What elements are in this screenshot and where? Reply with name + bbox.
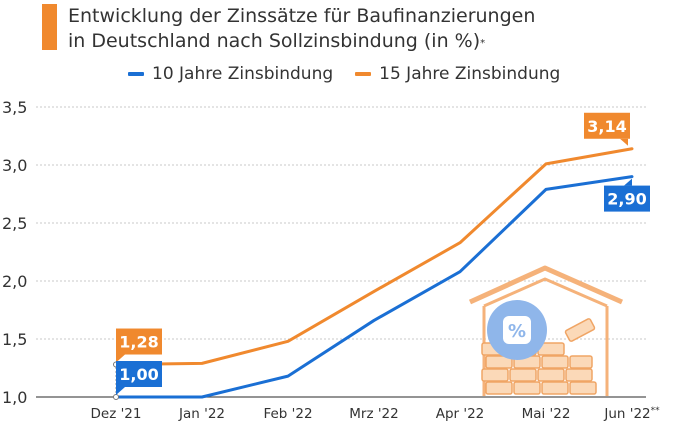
legend-label-15-jahre: 15 Jahre Zinsbindung [379,64,561,84]
x-axis-tick-labels: Dez '21 Jan '22 Feb '22 Mrz '22 Apr '22 Mai '… [91,406,661,422]
start-point-marker [113,394,119,400]
legend-label-10-jahre: 10 Jahre Zinsbindung [152,64,334,84]
data-label-pointer [116,354,125,363]
house-percent-icon: % [468,265,624,396]
series-lines [113,147,634,400]
legend-swatch-15-jahre [355,72,372,76]
data-label-box [584,112,630,139]
legend-item-10-jahre: 10 Jahre Zinsbindung [128,64,333,84]
data-label: 3,14 [587,117,626,136]
y-axis-tick-labels: 1,0 1,5 2,0 2,5 3,0 3,5 [2,98,27,407]
house-roof-inner [483,277,608,308]
x-tick-label: Mai '22 [522,406,571,422]
chart-title-footnote-mark: * [480,38,486,49]
x-tick-label: Dez '21 [91,406,142,422]
data-labels: 1,28 1,00 3,14 2,90 [116,112,650,395]
x-tick-label: Mrz '22 [349,406,398,422]
y-tick-label: 3,5 [2,98,27,117]
x-tick-footnote-mark: ** [651,406,661,416]
y-tick-label: 2,5 [2,214,27,233]
data-label-pointer [116,387,125,395]
chart-legend: 10 Jahre Zinsbindung 15 Jahre Zinsbindun… [128,64,560,84]
x-tick-label: Feb '22 [263,406,312,422]
data-label: 1,28 [119,333,158,352]
series-line-0 [114,175,634,399]
series-line-1 [114,147,634,367]
data-label-box [116,328,162,355]
percent-badge-square [503,316,531,344]
chart-title-line-2: in Deutschland nach Sollzinsbindung (in … [68,29,535,54]
loose-brick [564,318,596,342]
y-tick-label: 3,0 [2,156,27,175]
y-tick-label: 1,5 [2,330,27,349]
x-tick-label: Apr '22 [436,406,485,422]
chart-title-line-2-text: in Deutschland nach Sollzinsbindung (in … [68,30,481,52]
data-label-box [116,361,162,387]
house-roof-outer [468,265,624,305]
legend-item-15-jahre: 15 Jahre Zinsbindung [355,64,560,84]
data-label: 2,90 [607,190,646,209]
data-label-pointer [620,138,628,146]
legend-swatch-10-jahre [128,72,144,76]
x-tick-label: Jan '22 [178,406,225,422]
chart-title-line-1: Entwicklung der Zinssätze für Baufinanzi… [68,5,536,27]
data-label-pointer [624,178,632,186]
data-label-box [604,185,650,212]
title-accent-bar [42,4,57,50]
percent-glyph: % [508,321,526,342]
x-tick-label: Jun '22** [603,406,660,422]
chart-title: Entwicklung der Zinssätze für Baufinanzi… [68,4,535,54]
data-label: 1,00 [119,365,158,384]
y-tick-label: 1,0 [2,388,27,407]
y-tick-label: 2,0 [2,272,27,291]
